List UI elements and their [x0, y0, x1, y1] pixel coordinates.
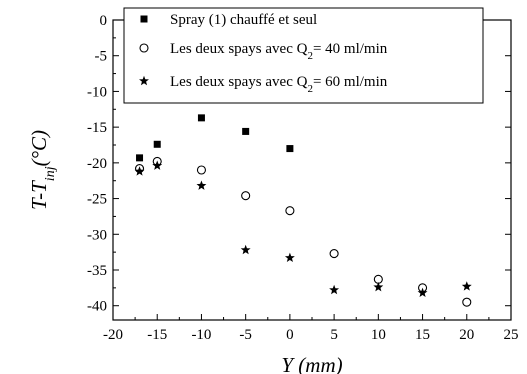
legend-marker	[140, 15, 148, 23]
data-point	[136, 154, 144, 162]
y-tick-label: 0	[100, 13, 108, 29]
data-point	[417, 287, 428, 298]
y-tick-label: -15	[87, 120, 107, 136]
data-point	[241, 191, 251, 201]
data-point	[461, 281, 472, 291]
data-points	[134, 114, 472, 307]
data-point	[196, 165, 206, 175]
y-axis-title: T-Tinj(°C)	[27, 130, 58, 210]
x-tick-label: -5	[239, 327, 252, 343]
axis-titles: Y (mm) T-Tinj(°C)	[27, 130, 343, 374]
data-point	[152, 160, 163, 170]
series-1	[136, 114, 294, 162]
x-tick-label: -10	[191, 327, 211, 343]
x-tick-label: 10	[371, 327, 386, 343]
data-point	[284, 252, 295, 263]
legend: Spray (1) chauffé et seul Les deux spays …	[123, 7, 484, 104]
data-point	[196, 180, 207, 190]
legend-box	[123, 7, 484, 104]
y-tick-label: -30	[87, 227, 107, 243]
x-tick-label: 25	[504, 327, 519, 343]
data-point	[242, 127, 250, 135]
y-tick-label: -20	[87, 156, 107, 172]
data-point	[240, 244, 251, 255]
data-point	[329, 284, 340, 295]
y-tick-label: -5	[95, 49, 108, 65]
legend-label: Spray (1) chauffé et seul	[170, 12, 317, 28]
x-tick-label: 0	[286, 327, 294, 343]
x-tick-label: 15	[415, 327, 430, 343]
legend-label: Les deux spays avec Q2= 40 ml/min	[170, 41, 388, 62]
x-tick-label: 20	[459, 327, 474, 343]
x-axis-title: Y (mm)	[281, 353, 342, 374]
data-point	[285, 206, 295, 216]
legend-label: Les deux spays avec Q2= 60 ml/min	[170, 74, 388, 95]
x-tick-label: -15	[147, 327, 167, 343]
data-point	[462, 297, 472, 307]
data-point	[329, 249, 339, 259]
series-3	[134, 160, 472, 298]
legend-marker	[139, 43, 149, 53]
series-2	[134, 156, 472, 307]
y-tick-label: -10	[87, 84, 107, 100]
y-tick-label: -35	[87, 263, 107, 279]
x-tick-label: 5	[330, 327, 338, 343]
data-point	[373, 281, 384, 292]
x-tick-label: -20	[103, 327, 123, 343]
x-axis: -20 -15 -10 -5 0 5 10 15 20 25	[103, 20, 519, 343]
data-point	[286, 145, 294, 153]
legend-marker	[139, 75, 149, 86]
y-tick-label: -25	[87, 192, 107, 208]
y-axis: 0 -5 -10 -15 -20 -25 -30 -35 -40	[87, 13, 511, 315]
data-point	[153, 140, 161, 148]
data-point	[134, 166, 145, 176]
y-tick-label: -40	[87, 299, 107, 315]
data-point	[197, 114, 205, 122]
